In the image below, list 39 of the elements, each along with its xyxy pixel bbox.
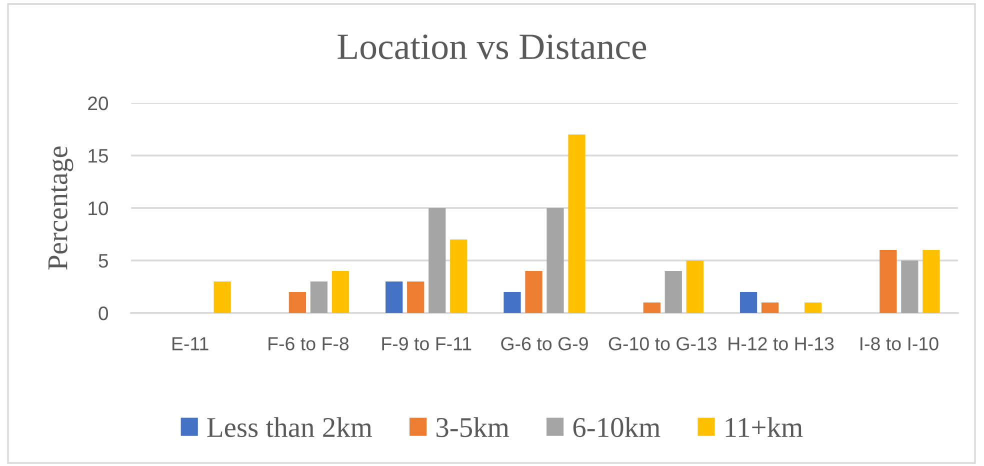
bar xyxy=(525,271,542,313)
bar xyxy=(214,282,231,313)
x-tick-label: H-12 to H-13 xyxy=(728,337,834,350)
x-tick-label: F-6 to F-8 xyxy=(268,337,349,350)
legend-label: 3-5km xyxy=(436,417,510,438)
y-tick-label: 5 xyxy=(98,254,108,268)
y-axis-title: Percentage xyxy=(48,146,74,270)
bar xyxy=(901,260,918,313)
bar xyxy=(880,250,897,313)
y-tick-label: 0 xyxy=(98,306,108,320)
x-tick-label: G-10 to G-13 xyxy=(608,337,717,350)
bar xyxy=(740,292,758,313)
bar xyxy=(407,282,424,313)
bar xyxy=(804,302,822,313)
bar xyxy=(761,302,779,313)
bar xyxy=(386,282,403,313)
bar xyxy=(504,292,521,313)
x-tick-label: E-11 xyxy=(172,337,208,350)
bar xyxy=(568,134,586,313)
legend-label: 6-10km xyxy=(573,417,660,438)
x-tick-label: F-9 to F-11 xyxy=(382,337,472,350)
bar xyxy=(428,208,446,313)
legend-label: Less than 2km xyxy=(207,417,372,438)
y-tick-label: 20 xyxy=(88,96,108,110)
bar xyxy=(310,282,328,313)
bar xyxy=(546,208,564,313)
bar xyxy=(288,292,306,313)
y-tick-label: 15 xyxy=(88,149,108,163)
legend-label: 11+km xyxy=(726,417,803,437)
bar xyxy=(450,240,468,313)
x-tick-label: G-6 to G-9 xyxy=(501,337,588,350)
bar xyxy=(686,260,704,313)
bar xyxy=(332,271,350,313)
bar xyxy=(643,302,660,313)
x-tick-label: I-8 to I-10 xyxy=(860,337,938,350)
chart-title: Location vs Distance xyxy=(338,34,646,60)
y-tick-label: 10 xyxy=(88,201,108,216)
bar xyxy=(664,271,682,313)
bar xyxy=(922,250,940,313)
